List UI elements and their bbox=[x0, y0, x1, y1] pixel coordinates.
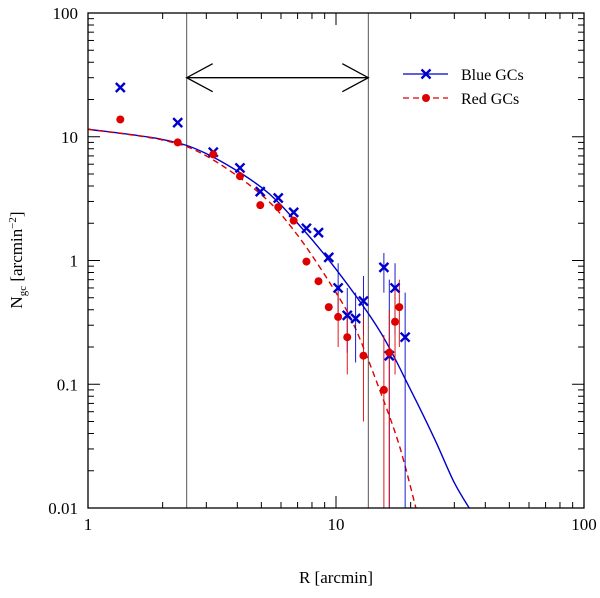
blue-gc-point bbox=[234, 162, 246, 174]
legend-blue-cross-marker bbox=[420, 68, 432, 80]
blue-gc-point-stroke bbox=[234, 162, 246, 174]
blue-gc-point bbox=[323, 252, 335, 263]
red-gc-point bbox=[379, 385, 388, 394]
red-gc-point bbox=[289, 216, 298, 225]
range-arrow-left-head bbox=[185, 63, 213, 93]
red-gc-point bbox=[324, 303, 333, 312]
y-axis-title-unit-close: ] bbox=[7, 211, 26, 217]
red-gc-point bbox=[395, 303, 404, 312]
red-gc-point bbox=[302, 257, 311, 266]
red-gc-point bbox=[359, 351, 368, 360]
legend: Blue GCs Red GCs bbox=[403, 67, 524, 108]
blue-gc-point-stroke bbox=[114, 82, 126, 93]
red-gc-point bbox=[343, 333, 352, 342]
blue-gc-point-stroke bbox=[350, 313, 361, 324]
legend-cross-stroke bbox=[420, 68, 432, 80]
axes-layer: 1 10 100 0.01 0.1 1 10 100 bbox=[48, 4, 597, 534]
blue-gc-point bbox=[288, 206, 300, 218]
blue-gc-point-stroke bbox=[341, 310, 353, 321]
blue-gc-point bbox=[399, 331, 411, 343]
red-gc-point bbox=[235, 172, 244, 181]
y-axis-title: Ngc [arcmin−2] bbox=[7, 211, 29, 308]
blue-gc-point-stroke bbox=[301, 222, 312, 234]
range-arrow-right-head bbox=[342, 63, 370, 93]
red-gc-point bbox=[385, 348, 394, 357]
x-tick-label: 1 bbox=[84, 515, 93, 534]
blue-gc-point bbox=[341, 310, 353, 321]
y-axis-title-sup: −2 bbox=[7, 217, 19, 229]
blue-gc-point-stroke bbox=[389, 282, 401, 294]
blue-gc-point-stroke bbox=[272, 192, 284, 204]
blue-gc-point bbox=[350, 313, 361, 324]
blue-gc-point bbox=[313, 227, 324, 238]
x-axis-title: R [arcmin] bbox=[299, 568, 373, 587]
blue-gc-point bbox=[272, 192, 284, 204]
blue-gc-point bbox=[172, 117, 184, 128]
y-tick-label: 1 bbox=[70, 252, 79, 271]
red-gc-point bbox=[314, 277, 323, 286]
blue-fit-curve bbox=[88, 128, 471, 508]
legend-red-label: Red GCs bbox=[461, 91, 519, 108]
blue-gc-point bbox=[389, 282, 401, 294]
red-fit-curve bbox=[88, 128, 417, 508]
blue-gc-point-stroke bbox=[172, 117, 184, 128]
red-gc-point bbox=[173, 138, 182, 147]
legend-blue-label: Blue GCs bbox=[461, 67, 524, 84]
guide-layer bbox=[185, 13, 370, 508]
blue-gc-point-stroke bbox=[323, 252, 335, 263]
blue-gc-point bbox=[254, 186, 266, 198]
red-gc-point bbox=[334, 312, 343, 321]
y-axis-title-base: N bbox=[7, 296, 26, 308]
blue-gc-point-stroke bbox=[254, 186, 266, 198]
blue-gc-point-stroke bbox=[358, 295, 369, 307]
x-tick-label: 10 bbox=[328, 515, 345, 534]
red-gc-point bbox=[256, 201, 265, 210]
blue-gc-point-stroke bbox=[288, 206, 300, 218]
x-tick-label: 100 bbox=[571, 515, 597, 534]
y-axis-title-unit-open: [arcmin bbox=[7, 228, 26, 286]
markers-layer bbox=[114, 82, 411, 394]
legend-red-dot-marker bbox=[422, 94, 430, 102]
y-tick-label: 0.01 bbox=[48, 499, 78, 518]
blue-gc-point bbox=[378, 262, 390, 273]
blue-gc-point bbox=[332, 282, 344, 294]
y-tick-label: 0.1 bbox=[57, 375, 78, 394]
red-gc-point bbox=[391, 317, 400, 326]
fit-curves-layer bbox=[88, 128, 471, 508]
legend-cross bbox=[420, 68, 432, 80]
blue-gc-point bbox=[301, 222, 312, 234]
blue-gc-point-stroke bbox=[313, 227, 324, 238]
y-tick-label: 100 bbox=[53, 4, 79, 23]
y-tick-label: 10 bbox=[61, 128, 78, 147]
red-gc-point bbox=[116, 115, 125, 124]
blue-gc-point bbox=[358, 295, 369, 307]
blue-gc-point-stroke bbox=[378, 262, 390, 273]
blue-gc-point-stroke bbox=[399, 331, 411, 343]
blue-gc-point bbox=[114, 82, 126, 93]
blue-gc-point-stroke bbox=[332, 282, 344, 294]
y-axis-title-sub: gc bbox=[17, 286, 29, 297]
red-gc-point bbox=[209, 150, 218, 159]
red-gc-point bbox=[274, 203, 283, 212]
